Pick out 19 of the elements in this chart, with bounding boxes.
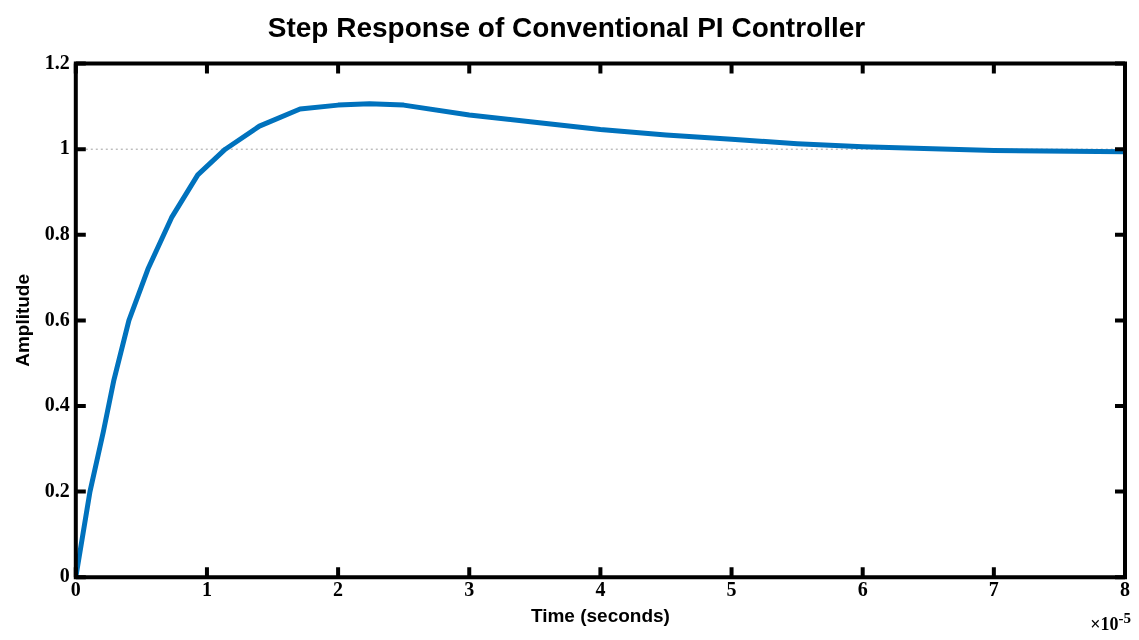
x-tick-label: 6 bbox=[857, 578, 868, 601]
x-tick-label: 5 bbox=[726, 578, 737, 601]
y-tick-label: 0.4 bbox=[44, 393, 70, 416]
x-tick-label: 3 bbox=[464, 578, 475, 601]
y-tick-label: 0.8 bbox=[44, 221, 70, 244]
x-tick-label: 7 bbox=[988, 578, 999, 601]
y-tick-label: 1 bbox=[59, 136, 70, 159]
x-tick-label: 8 bbox=[1120, 578, 1130, 601]
y-tick-label: 0.6 bbox=[44, 307, 70, 330]
x-tick-label: 4 bbox=[595, 578, 606, 601]
y-axis-title: Amplitude bbox=[11, 273, 33, 367]
x-tick-label: 2 bbox=[333, 578, 344, 601]
y-tick-label: 0.2 bbox=[44, 478, 70, 501]
x-tick-label: 1 bbox=[201, 578, 212, 601]
text: ×10$^{-5}$ bbox=[1090, 610, 1131, 635]
chart-title: Step Response of Conventional PI Controller bbox=[267, 11, 866, 43]
x-axis-title: Time (seconds) bbox=[530, 604, 670, 626]
y-tick-label: 0 bbox=[59, 564, 70, 587]
y-tick-label: 1.2 bbox=[44, 50, 70, 73]
